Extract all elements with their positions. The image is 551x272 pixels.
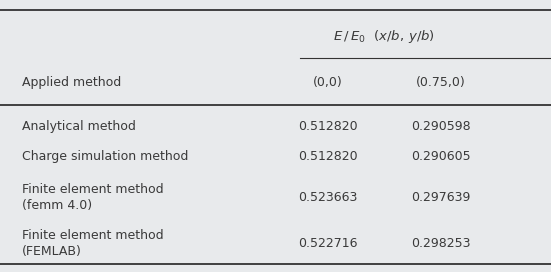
Text: 0.290598: 0.290598	[411, 120, 471, 133]
Text: 0.523663: 0.523663	[298, 191, 358, 204]
Text: Finite element method
(FEMLAB): Finite element method (FEMLAB)	[22, 229, 164, 258]
Text: (0,0): (0,0)	[313, 76, 343, 89]
Text: 0.512820: 0.512820	[298, 150, 358, 163]
Text: 0.298253: 0.298253	[411, 237, 471, 250]
Text: 0.297639: 0.297639	[411, 191, 471, 204]
Text: (0.75,0): (0.75,0)	[416, 76, 466, 89]
Text: 0.522716: 0.522716	[298, 237, 358, 250]
Text: 0.290605: 0.290605	[411, 150, 471, 163]
Text: Finite element method
(femm 4.0): Finite element method (femm 4.0)	[22, 183, 164, 212]
Text: 0.512820: 0.512820	[298, 120, 358, 133]
Text: Analytical method: Analytical method	[22, 120, 136, 133]
Text: Charge simulation method: Charge simulation method	[22, 150, 188, 163]
Text: $E\,/\,E_0\ \ (x/b,\,y/b)$: $E\,/\,E_0\ \ (x/b,\,y/b)$	[333, 28, 435, 45]
Text: Applied method: Applied method	[22, 76, 121, 89]
